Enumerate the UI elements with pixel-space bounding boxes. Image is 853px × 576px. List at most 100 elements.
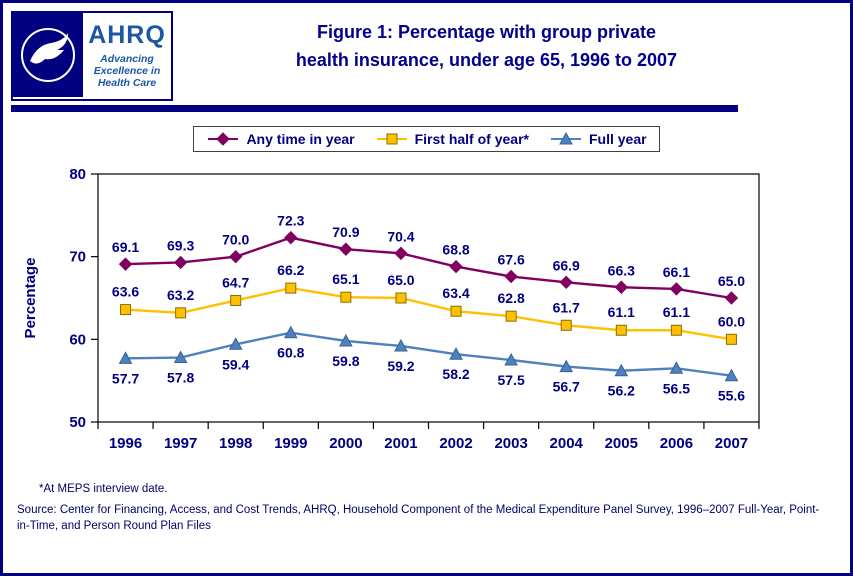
- ahrq-tagline: Advancing Excellence in Health Care: [93, 52, 161, 90]
- data-point-label: 61.1: [663, 304, 690, 320]
- y-tick-label: 70: [69, 249, 86, 266]
- x-tick-label: 2007: [715, 435, 748, 452]
- plot-border: [97, 173, 760, 423]
- legend-row: Any time in year First half of year* Full …: [3, 126, 850, 152]
- data-point-marker: [670, 324, 682, 336]
- data-point-label: 66.1: [663, 264, 690, 280]
- data-point-label: 65.0: [387, 272, 414, 288]
- x-tick-label: 2002: [439, 435, 472, 452]
- series-line: [125, 331, 732, 377]
- data-point-label: 59.8: [332, 353, 359, 369]
- data-point-marker: [559, 359, 574, 373]
- legend-item-0: Any time in year: [206, 131, 355, 147]
- data-point-marker: [118, 351, 133, 364]
- data-point-label: 59.2: [387, 358, 414, 374]
- chart: 50 60 70 80 1996 1997 1998 1999 2000 2001 2002 2003…: [22, 166, 760, 452]
- data-point-marker: [229, 249, 243, 264]
- data-point-label: 65.1: [332, 271, 359, 287]
- legend-label: Full year: [588, 131, 647, 147]
- data-point-label: 65.0: [718, 273, 745, 289]
- chart-area: 50 60 70 80 1996 1997 1998 1999 2000 2001 2002 2003…: [3, 160, 850, 481]
- data-point-marker: [449, 347, 463, 360]
- footnotes: *At MEPS interview date. Source: Center …: [17, 483, 836, 534]
- x-tick-label: 2003: [494, 435, 527, 452]
- data-point-label: 56.2: [608, 383, 635, 399]
- header-divider-bar: [11, 105, 738, 112]
- x-tick-label: 1997: [164, 435, 197, 452]
- data-point-marker: [175, 307, 187, 319]
- data-point-marker: [504, 269, 518, 284]
- data-point-marker: [340, 291, 352, 303]
- data-point-label: 63.2: [167, 287, 194, 303]
- data-point-marker: [725, 333, 737, 345]
- x-tick-label: 1999: [274, 435, 307, 452]
- hhs-logo: [13, 13, 83, 97]
- data-point-label: 57.8: [167, 370, 194, 386]
- y-axis-title: Percentage: [22, 258, 39, 339]
- data-point-marker: [395, 292, 407, 304]
- diamond-marker-icon: [208, 132, 239, 146]
- data-point-label: 60.0: [718, 313, 745, 329]
- data-point-marker: [216, 132, 231, 146]
- data-point-marker: [450, 305, 462, 317]
- data-point-marker: [386, 133, 398, 145]
- series-line: [125, 236, 732, 300]
- data-point-marker: [285, 282, 297, 294]
- data-point-marker: [230, 294, 242, 306]
- data-point-label: 59.4: [222, 356, 249, 372]
- series-full-year: 57.7 57.8 59.4 60.8 59.8 59.2 58.2 57.5 56.7 56.2…: [112, 325, 745, 404]
- data-point-marker: [284, 230, 298, 245]
- data-point-marker: [394, 246, 408, 261]
- data-point-label: 62.8: [498, 290, 525, 306]
- data-point-label: 67.6: [498, 252, 525, 268]
- data-point-marker: [505, 310, 517, 322]
- data-point-marker: [559, 132, 573, 145]
- figure-title-line1: Figure 1: Percentage with group private: [316, 22, 657, 42]
- data-point-marker: [173, 255, 188, 270]
- data-point-marker: [724, 368, 739, 382]
- legend-label: Any time in year: [246, 131, 355, 147]
- data-point-label: 60.8: [277, 345, 304, 361]
- data-point-label: 66.3: [608, 262, 635, 278]
- data-point-label: 66.9: [553, 257, 580, 273]
- data-point-label: 63.6: [112, 284, 139, 300]
- data-point-marker: [560, 319, 572, 331]
- data-point-label: 57.5: [498, 372, 525, 388]
- series-first-half-of-year-: 63.6 63.2 64.7 66.2 65.1 65.0 63.4 62.8 61.7 61.1…: [112, 262, 745, 345]
- data-point-label: 55.6: [718, 388, 745, 404]
- footnote-source: Source: Center for Financing, Access, an…: [17, 504, 820, 533]
- y-tick-label: 50: [69, 414, 86, 431]
- legend-label: First half of year*: [414, 131, 529, 147]
- chart-legend: Any time in year First half of year* Full …: [193, 126, 660, 152]
- data-point-label: 72.3: [277, 213, 304, 229]
- data-point-label: 70.9: [332, 224, 359, 240]
- series-line: [125, 286, 732, 341]
- data-point-label: 61.1: [608, 304, 635, 320]
- data-point-label: 64.7: [222, 274, 249, 290]
- x-tick-label: 1998: [219, 435, 252, 452]
- data-point-label: 69.1: [112, 239, 139, 255]
- data-point-label: 70.0: [222, 232, 249, 248]
- data-point-marker: [614, 363, 629, 377]
- logo-block: AHRQ Advancing Excellence in Health Care: [11, 11, 173, 101]
- x-tick-label: 2005: [605, 435, 638, 452]
- data-point-marker: [283, 325, 298, 339]
- data-point-label: 66.2: [277, 262, 304, 278]
- data-point-marker: [669, 282, 684, 296]
- data-point-marker: [173, 350, 188, 364]
- x-tick-label: 1996: [109, 435, 142, 452]
- data-point-marker: [504, 352, 518, 366]
- series-any-time-in-year: 69.1 69.3 70.0 72.3 70.9 70.4 68.8 67.6 66.9 66.3…: [112, 213, 745, 305]
- data-point-marker: [339, 333, 353, 347]
- data-point-marker: [559, 275, 573, 290]
- y-tick-label: 60: [69, 331, 86, 348]
- data-point-label: 56.5: [663, 380, 690, 396]
- x-tick-label: 2001: [384, 435, 417, 452]
- y-tick-label: 80: [69, 166, 86, 183]
- header: AHRQ Advancing Excellence in Health Care…: [3, 3, 850, 101]
- data-point-marker: [669, 361, 684, 374]
- data-point-label: 61.7: [553, 299, 580, 315]
- hhs-eagle-icon: [21, 28, 75, 82]
- figure-title-line2: health insurance, under age 65, 1996 to …: [295, 49, 678, 70]
